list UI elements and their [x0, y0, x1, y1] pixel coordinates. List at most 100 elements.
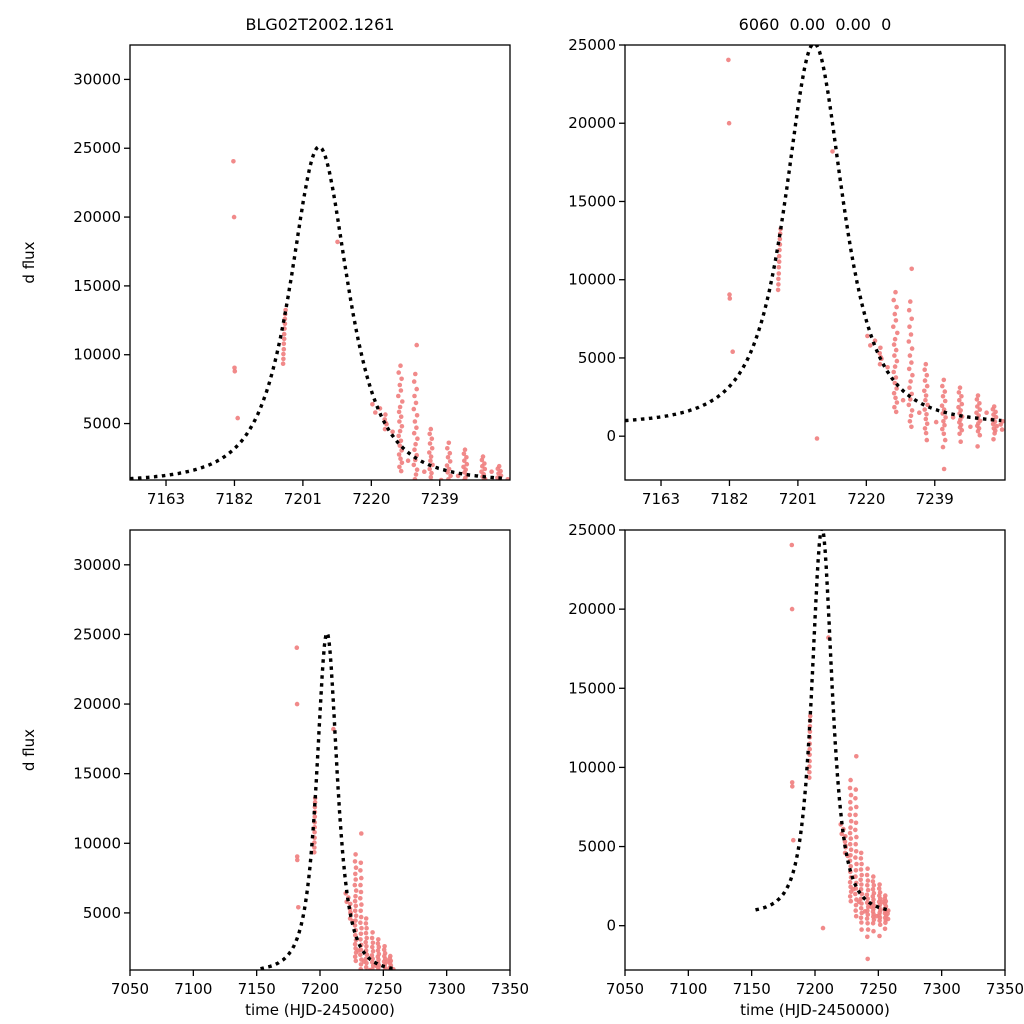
- data-point: [444, 463, 450, 468]
- data-point: [375, 941, 381, 946]
- data-point: [464, 455, 469, 460]
- data-point: [399, 424, 405, 429]
- data-point: [907, 385, 912, 391]
- axes-frame: [129, 44, 511, 481]
- data-point: [353, 865, 359, 870]
- data-point: [464, 461, 470, 467]
- data-point: [777, 236, 783, 242]
- x-tick-label: 7239: [916, 490, 954, 508]
- data-point: [991, 437, 996, 442]
- data-point: [396, 433, 402, 439]
- data-point: [853, 902, 859, 908]
- data-point: [312, 829, 317, 835]
- x-tick-label: 7350: [986, 980, 1024, 998]
- scatter-points: [294, 645, 396, 970]
- data-point: [940, 383, 945, 389]
- data-point: [886, 908, 891, 913]
- data-point: [908, 299, 913, 304]
- data-point: [847, 841, 853, 847]
- data-point: [482, 466, 488, 472]
- x-tick-label: 7350: [491, 980, 529, 998]
- data-point: [356, 948, 361, 953]
- data-point: [427, 431, 433, 437]
- x-axis-label: time (HJD-2450000): [245, 1001, 395, 1019]
- data-point: [412, 447, 417, 453]
- data-point: [892, 336, 898, 342]
- data-point: [883, 920, 888, 926]
- data-point: [865, 883, 870, 888]
- data-point: [335, 239, 340, 245]
- data-point: [280, 361, 286, 367]
- data-point: [776, 253, 782, 259]
- data-point: [909, 346, 915, 351]
- data-point: [853, 891, 858, 897]
- data-point: [858, 915, 864, 921]
- data-point: [830, 149, 835, 154]
- data-point: [941, 377, 947, 383]
- data-point: [411, 406, 417, 412]
- data-point: [358, 920, 363, 925]
- data-point: [281, 351, 286, 357]
- data-point: [814, 436, 820, 441]
- data-point: [859, 882, 864, 887]
- data-point: [865, 934, 870, 940]
- data-point: [893, 409, 899, 415]
- data-point: [893, 375, 899, 380]
- data-point: [807, 775, 812, 780]
- data-point: [908, 379, 913, 384]
- x-tick-label: 7050: [606, 980, 644, 998]
- x-tick-label: 7182: [215, 490, 253, 508]
- data-point: [776, 271, 782, 276]
- panel-title-top-left: BLG02T2002.1261: [246, 15, 395, 34]
- data-point: [807, 769, 812, 775]
- data-point: [358, 889, 364, 895]
- data-point: [871, 917, 877, 922]
- data-point: [853, 913, 859, 919]
- panel-bottom-right: 7050 7100 7150 7200 7250 7300 7350 0 5000 10000 15…: [568, 521, 1024, 1019]
- data-point: [865, 866, 870, 871]
- data-point: [933, 419, 939, 425]
- data-point: [281, 346, 287, 352]
- data-point: [364, 944, 369, 949]
- data-point: [923, 430, 929, 436]
- data-point: [910, 372, 915, 378]
- data-point: [865, 887, 871, 893]
- data-point: [853, 855, 858, 860]
- y-tick-label: 5000: [578, 838, 616, 856]
- data-point: [990, 421, 996, 427]
- data-point: [294, 645, 300, 650]
- data-point: [400, 399, 405, 404]
- data-point: [281, 356, 286, 362]
- data-point: [413, 472, 419, 477]
- data-point: [296, 905, 301, 910]
- data-point: [412, 419, 418, 424]
- x-tick-label: 7182: [710, 490, 748, 508]
- data-point: [968, 424, 973, 430]
- data-point: [877, 351, 882, 356]
- data-point: [363, 921, 369, 926]
- data-point: [312, 814, 318, 820]
- x-tick-label: 7250: [364, 980, 402, 998]
- data-point: [909, 316, 914, 322]
- data-point: [908, 397, 913, 402]
- y-tick-label: 0: [606, 427, 616, 445]
- data-point: [776, 259, 782, 265]
- data-point: [396, 452, 402, 457]
- data-point: [359, 875, 364, 881]
- data-point: [893, 289, 898, 295]
- y-tick-label: 10000: [73, 834, 121, 852]
- data-point: [891, 369, 896, 375]
- data-point: [894, 386, 899, 391]
- y-tick-label: 25000: [568, 521, 616, 539]
- data-point: [352, 859, 358, 864]
- data-point: [940, 394, 946, 399]
- data-point: [975, 393, 981, 398]
- data-point: [892, 311, 898, 317]
- data-point: [412, 477, 418, 480]
- data-point: [848, 836, 854, 841]
- y-tick-label: 30000: [73, 70, 121, 88]
- data-point: [413, 371, 418, 377]
- data-point: [924, 372, 930, 378]
- data-point: [429, 470, 434, 476]
- x-tick-label: 7100: [174, 980, 212, 998]
